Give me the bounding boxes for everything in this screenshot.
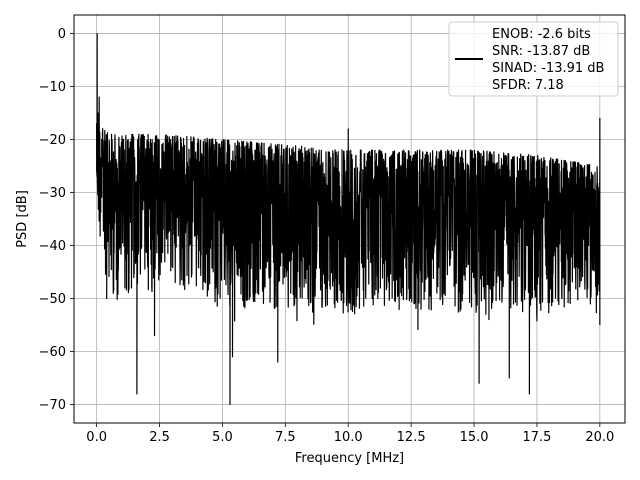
y-tick-label: −30 bbox=[39, 186, 66, 201]
legend-snr: SNR: -13.87 dB bbox=[492, 44, 590, 59]
x-tick-label: 2.5 bbox=[149, 430, 170, 445]
series-group bbox=[96, 32, 601, 406]
x-tick-label: 10.0 bbox=[334, 430, 363, 445]
y-axis-label: PSD [dB] bbox=[15, 190, 30, 248]
legend: ENOB: -2.6 bits SNR: -13.87 dB SINAD: -1… bbox=[448, 21, 619, 97]
x-tick-label: 5.0 bbox=[212, 430, 233, 445]
x-tick-label: 12.5 bbox=[397, 430, 426, 445]
x-tick-label: 15.0 bbox=[460, 430, 489, 445]
y-axis: 0 −10 −20 −30 −40 −50 −60 −70 bbox=[39, 27, 74, 413]
y-tick-label: −20 bbox=[39, 133, 66, 148]
psd-line bbox=[96, 32, 601, 406]
legend-box bbox=[448, 21, 619, 97]
x-axis-label: Frequency [MHz] bbox=[295, 451, 404, 466]
x-tick-label: 20.0 bbox=[585, 430, 614, 445]
x-axis: 0.0 2.5 5.0 7.5 10.0 12.5 15.0 17.5 20.0 bbox=[86, 423, 614, 445]
y-tick-label: −40 bbox=[39, 239, 66, 254]
plot-frame bbox=[73, 14, 626, 424]
y-tick-label: −50 bbox=[39, 292, 66, 307]
x-tick-label: 7.5 bbox=[275, 430, 296, 445]
y-tick-label: 0 bbox=[58, 27, 66, 42]
x-tick-label: 0.0 bbox=[86, 430, 107, 445]
y-tick-label: −60 bbox=[39, 345, 66, 360]
y-tick-label: −10 bbox=[39, 80, 66, 95]
y-tick-label: −70 bbox=[39, 398, 66, 413]
legend-enob: ENOB: -2.6 bits bbox=[492, 27, 591, 42]
legend-sinad: SINAD: -13.91 dB bbox=[492, 61, 604, 76]
x-tick-label: 17.5 bbox=[522, 430, 551, 445]
legend-sfdr: SFDR: 7.18 bbox=[492, 78, 564, 93]
